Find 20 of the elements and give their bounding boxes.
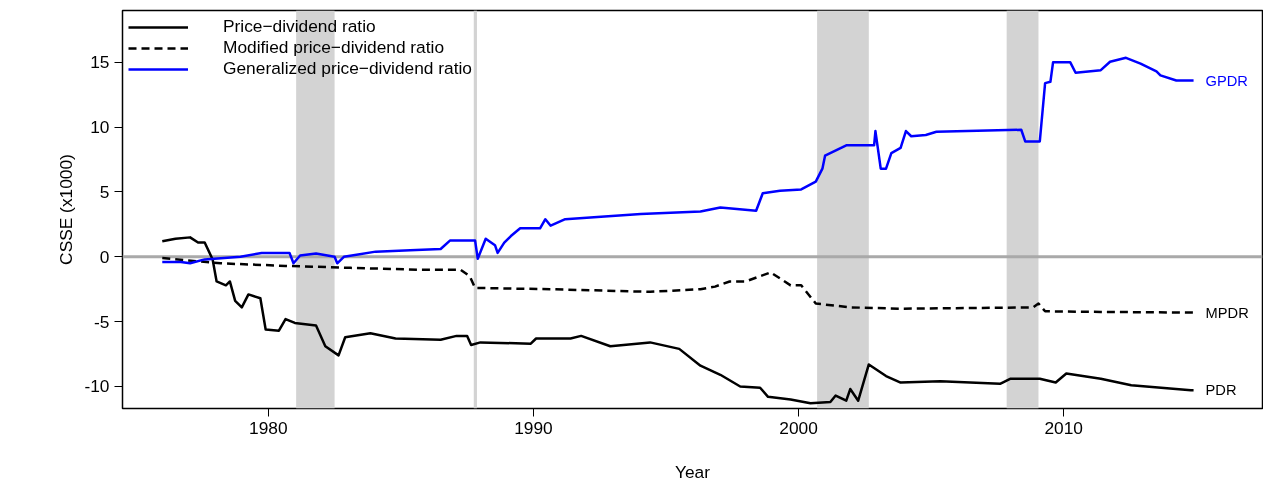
x-axis-title: Year — [674, 461, 711, 482]
line-series — [161, 236, 1195, 405]
x-tick-label: 1980 — [249, 417, 288, 438]
y-tick-label: 15 — [90, 52, 110, 73]
x-tick-label: 2000 — [779, 417, 818, 438]
y-tick-label: -5 — [94, 311, 110, 332]
legend-label: Modified price−dividend ratio — [223, 37, 445, 58]
y-tick-label: 10 — [90, 117, 110, 138]
y-tick-label: 0 — [99, 246, 110, 267]
y-tick-label: 5 — [99, 182, 110, 202]
legend-label: Generalized price−dividend ratio — [223, 58, 472, 79]
legend-label: Price−dividend ratio — [223, 16, 376, 37]
line-series — [161, 56, 1195, 265]
x-tick-label: 2010 — [1044, 417, 1083, 438]
y-tick-label: -10 — [84, 376, 110, 397]
x-tick-label: 1990 — [514, 417, 553, 438]
annotation: GPDR — [1205, 72, 1248, 89]
annotation: MPDR — [1205, 304, 1249, 321]
y-axis-title: CSSE (x1000) — [56, 154, 77, 265]
annotation: PDR — [1205, 382, 1237, 399]
